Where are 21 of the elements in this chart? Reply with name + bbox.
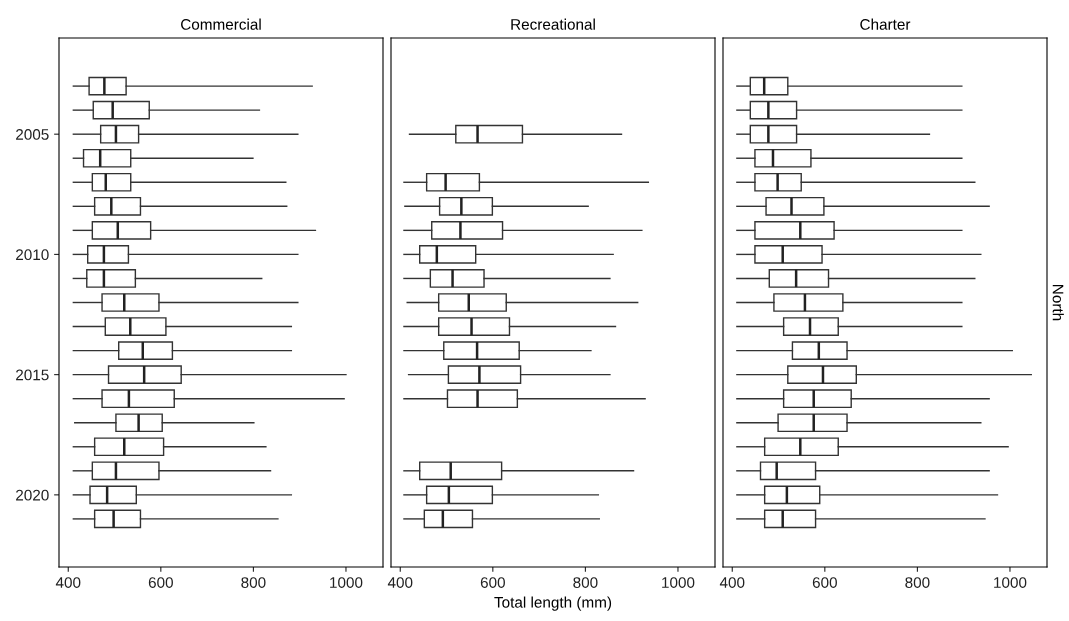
x-tick-label: 400 — [387, 577, 413, 588]
y-tick-label: 2020 — [16, 489, 49, 501]
x-tick-label: 800 — [241, 577, 266, 588]
chart-title: Recreational — [511, 18, 595, 30]
x-tick-label: 600 — [148, 577, 173, 588]
chart-title: Charter — [860, 18, 911, 30]
x-tick-label: 1000 — [994, 577, 1027, 588]
x-tick-label: 600 — [812, 577, 837, 588]
y-tick-label: 2010 — [16, 249, 49, 261]
x-tick-label: 800 — [905, 577, 930, 588]
x-tick-label: 1000 — [662, 577, 695, 588]
y-tick-label: 2005 — [16, 129, 49, 140]
x-tick-label: 400 — [719, 577, 745, 588]
x-axis-title: Total length (mm) — [494, 596, 612, 611]
x-tick-label: 800 — [573, 577, 598, 588]
y-tick-label: 2015 — [16, 369, 49, 381]
chart-title: Commercial — [181, 18, 261, 30]
text: North — [1052, 285, 1064, 321]
x-tick-label: 1000 — [330, 577, 363, 588]
x-tick-label: 400 — [55, 577, 81, 588]
x-tick-label: 600 — [480, 577, 505, 588]
